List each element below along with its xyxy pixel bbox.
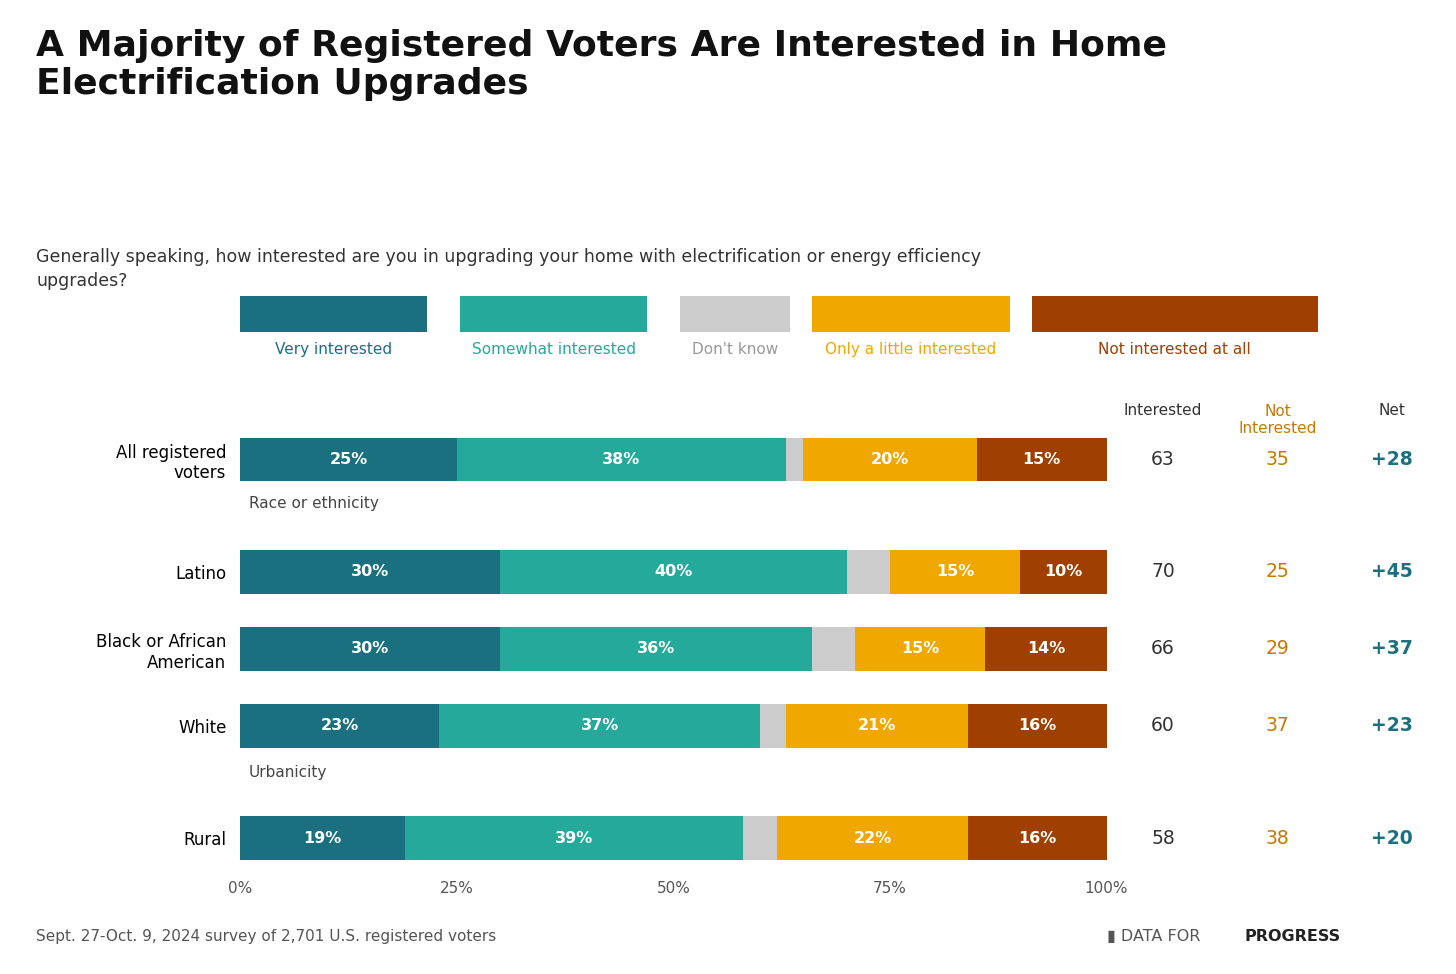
Text: ▮ DATA FOR: ▮ DATA FOR [1107,929,1206,945]
Bar [786,438,804,481]
Text: 15%: 15% [1022,452,1061,468]
Text: A Majority of Registered Voters Are Interested in Home
Electrification Upgrades: A Majority of Registered Voters Are Inte… [36,29,1168,101]
Text: 19%: 19% [303,831,342,845]
Text: 37: 37 [1265,717,1290,735]
Bar [240,438,457,481]
Bar [786,704,968,748]
Text: 30%: 30% [351,564,389,580]
Bar [680,296,791,332]
Bar [240,550,501,593]
Text: Not interested at all: Not interested at all [1098,342,1251,356]
Text: 23%: 23% [320,719,360,733]
Text: Very interested: Very interested [275,342,392,356]
Text: 38: 38 [1265,829,1290,847]
Text: Net: Net [1379,403,1405,418]
Bar [1032,296,1318,332]
Text: Race or ethnicity: Race or ethnicity [249,496,379,510]
Bar [760,704,786,748]
Text: 66: 66 [1152,639,1175,658]
Text: 40%: 40% [654,564,693,580]
Bar [804,438,977,481]
Bar [240,704,440,748]
Text: Not
Interested: Not Interested [1239,403,1316,436]
Text: 37%: 37% [581,719,619,733]
Text: +45: +45 [1372,562,1414,581]
Text: +37: +37 [1372,639,1414,658]
Text: 36%: 36% [636,641,676,656]
Text: 39%: 39% [555,831,593,845]
Bar [501,550,847,593]
Text: Only a little interested: Only a little interested [826,342,996,356]
Text: 63: 63 [1152,450,1175,469]
Text: +20: +20 [1372,829,1414,847]
Text: Urbanicity: Urbanicity [249,766,328,780]
Text: 60: 60 [1152,717,1175,735]
Bar [778,816,968,860]
Text: 10%: 10% [1044,564,1082,580]
Bar [812,296,1010,332]
Bar [968,704,1107,748]
Text: Don't know: Don't know [692,342,778,356]
Bar [812,627,855,670]
Text: 14%: 14% [1026,641,1064,656]
Text: 25: 25 [1265,562,1290,581]
Text: 22%: 22% [853,831,891,845]
Text: PROGRESS: PROGRESS [1245,929,1341,945]
Bar [986,627,1107,670]
Text: 15%: 15% [936,564,974,580]
Bar [440,704,760,748]
Bar [847,550,890,593]
Text: 20%: 20% [871,452,909,468]
Bar [968,816,1107,860]
Bar [457,438,786,481]
Text: 15%: 15% [901,641,939,656]
Bar [1019,550,1107,593]
Bar [977,438,1107,481]
Text: 30%: 30% [351,641,389,656]
Text: Generally speaking, how interested are you in upgrading your home with electrifi: Generally speaking, how interested are y… [36,248,981,290]
Bar [240,816,405,860]
Text: 25%: 25% [329,452,368,468]
Text: 16%: 16% [1018,719,1057,733]
Text: Sept. 27-Oct. 9, 2024 survey of 2,701 U.S. registered voters: Sept. 27-Oct. 9, 2024 survey of 2,701 U.… [36,929,496,945]
Bar [240,296,427,332]
Bar [460,296,646,332]
Text: 21%: 21% [858,719,895,733]
Text: 38%: 38% [603,452,641,468]
Bar [855,627,986,670]
Text: 58: 58 [1152,829,1175,847]
Text: 70: 70 [1152,562,1175,581]
Text: +23: +23 [1372,717,1414,735]
Bar [405,816,743,860]
Text: 16%: 16% [1018,831,1057,845]
Bar [240,627,501,670]
Text: 29: 29 [1265,639,1290,658]
Bar [501,627,812,670]
Bar [743,816,778,860]
Text: Interested: Interested [1124,403,1203,418]
Text: Somewhat interested: Somewhat interested [472,342,635,356]
Bar [890,550,1019,593]
Text: +28: +28 [1372,450,1414,469]
Text: 35: 35 [1265,450,1290,469]
